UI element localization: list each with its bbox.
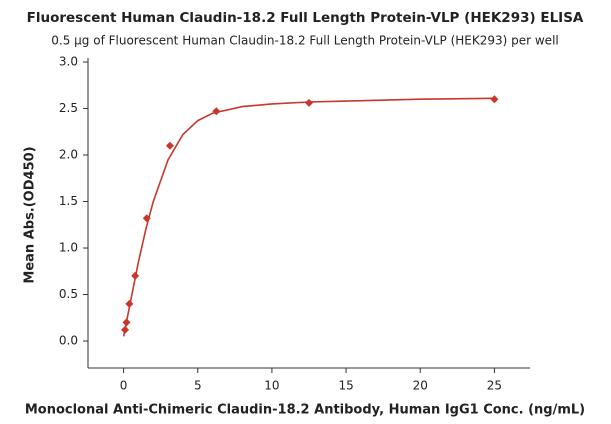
x-tick-label: 25 xyxy=(487,379,502,393)
y-axis-label: Mean Abs.(OD450) xyxy=(23,146,38,283)
chart-subtitle: 0.5 μg of Fluorescent Human Claudin-18.2… xyxy=(51,34,558,48)
x-tick-label: 10 xyxy=(264,379,279,393)
data-point xyxy=(121,325,130,334)
fit-curve xyxy=(122,97,495,337)
x-tick-label: 0 xyxy=(120,379,128,393)
chart-title: Fluorescent Human Claudin-18.2 Full Leng… xyxy=(27,10,584,26)
data-point xyxy=(490,95,499,104)
x-tick-label: 20 xyxy=(413,379,428,393)
data-point xyxy=(122,318,131,327)
y-tick-label: 1.5 xyxy=(59,194,78,208)
y-tick-label: 3.0 xyxy=(59,55,78,69)
data-point xyxy=(142,214,151,223)
data-point xyxy=(131,271,140,280)
data-point xyxy=(125,299,134,308)
y-tick-label: 2.5 xyxy=(59,101,78,115)
y-tick-label: 2.0 xyxy=(59,148,78,162)
y-tick-label: 0.0 xyxy=(59,334,78,348)
x-tick-label: 5 xyxy=(194,379,202,393)
data-point xyxy=(305,98,313,107)
data-point xyxy=(165,141,174,150)
y-tick-label: 1.0 xyxy=(59,241,78,255)
data-point xyxy=(212,107,221,116)
x-tick-label: 15 xyxy=(338,379,353,393)
x-axis-label: Monoclonal Anti-Chimeric Claudin-18.2 An… xyxy=(25,403,585,418)
y-tick-label: 0.5 xyxy=(59,287,78,301)
